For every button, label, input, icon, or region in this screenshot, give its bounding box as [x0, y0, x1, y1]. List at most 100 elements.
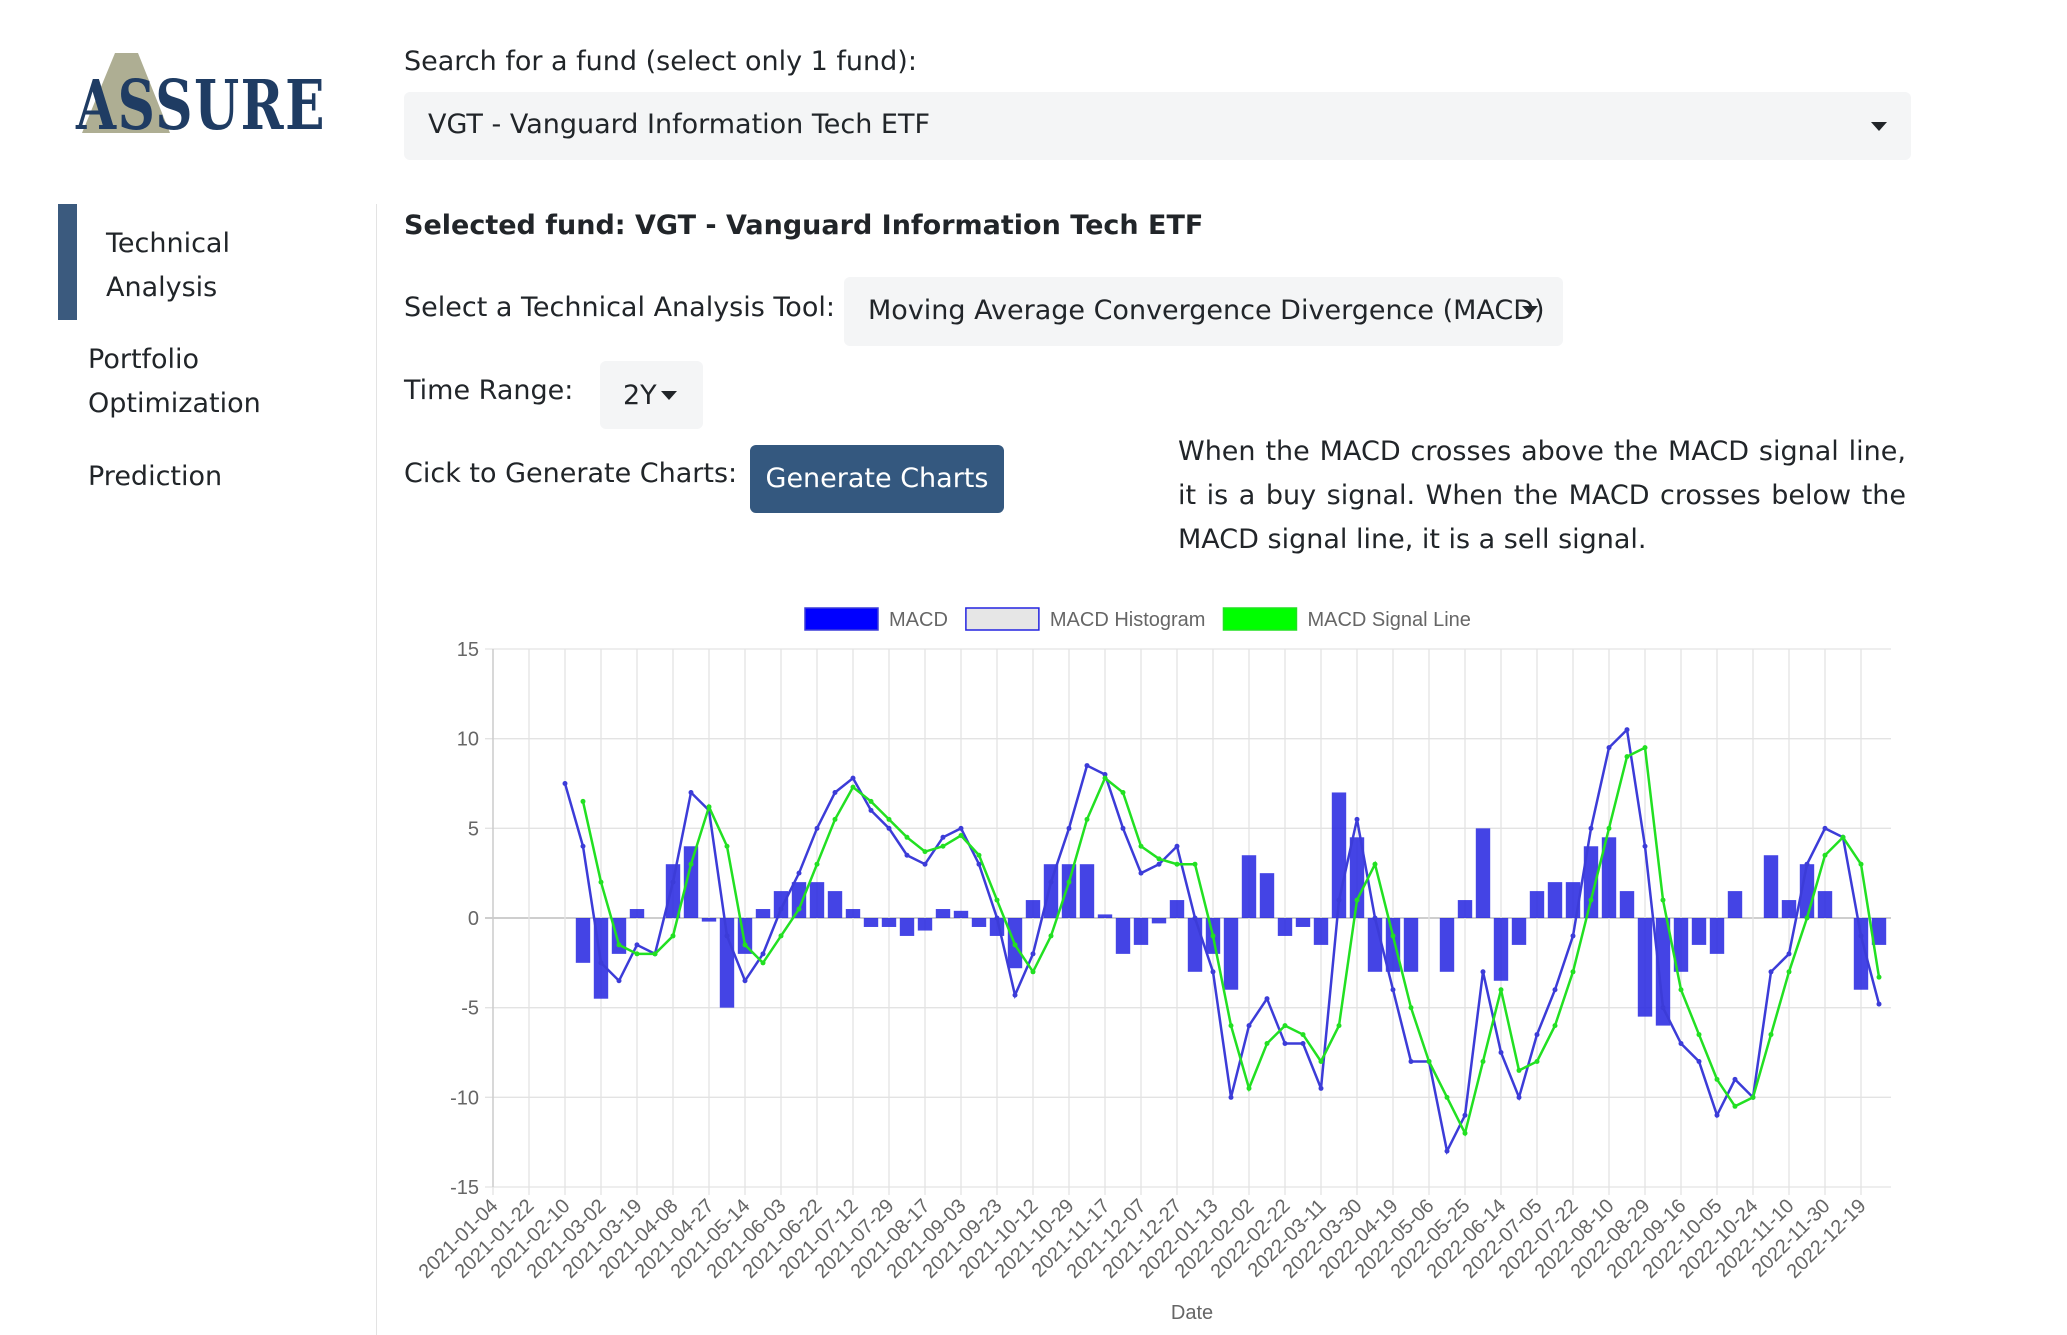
point [778, 933, 784, 939]
point [1696, 1058, 1702, 1064]
point [1408, 1058, 1414, 1064]
point [724, 933, 730, 939]
point [1048, 879, 1054, 885]
point [1372, 915, 1378, 921]
time-range-dropdown[interactable]: 2Y [600, 361, 703, 429]
histogram-bar [1853, 918, 1869, 990]
caret [661, 391, 677, 400]
histogram-bar [1385, 918, 1401, 972]
histogram-bar [1367, 918, 1383, 972]
histogram-bar [1295, 918, 1311, 927]
point [1822, 825, 1828, 831]
nav-item[interactable]: Prediction [88, 461, 223, 492]
point [1462, 1112, 1468, 1118]
histogram-bar [1601, 837, 1617, 918]
point [1444, 1094, 1450, 1100]
nav-item[interactable]: Technical Analysis [106, 228, 230, 303]
tool-dropdown[interactable]: Moving Average Convergence Divergence (M… [844, 277, 1563, 346]
point [1660, 897, 1666, 903]
histogram-bar [773, 891, 789, 918]
point [1354, 897, 1360, 903]
point [1336, 1023, 1342, 1029]
search-label: Search for a fund (select only 1 fund): [404, 46, 917, 77]
histogram-bar [971, 918, 987, 927]
point [1138, 870, 1144, 876]
point [1372, 861, 1378, 867]
point [994, 915, 1000, 921]
point [832, 789, 838, 795]
nav-item[interactable]: Portfolio Optimization [88, 344, 261, 419]
point [1858, 933, 1864, 939]
histogram-bar [1691, 918, 1707, 945]
histogram-bar [791, 882, 807, 918]
histogram-bar [1115, 918, 1131, 954]
histogram-bar [863, 918, 879, 927]
point [1210, 969, 1216, 975]
histogram-bar [1313, 918, 1329, 945]
legend-swatch [965, 607, 1040, 631]
point [1030, 969, 1036, 975]
point [616, 942, 622, 948]
point [1804, 915, 1810, 921]
histogram-bar [1637, 918, 1653, 1017]
histogram-bar [899, 918, 915, 936]
point [1768, 969, 1774, 975]
point [1246, 1023, 1252, 1029]
point [1498, 987, 1504, 993]
histogram-bar [1439, 918, 1455, 972]
generate-button[interactable]: Generate Charts [750, 445, 1004, 513]
y-tick-label: 0 [468, 908, 479, 930]
point [1084, 763, 1090, 769]
point [760, 960, 766, 966]
histogram-bar [1187, 918, 1203, 972]
point [940, 834, 946, 840]
point [1624, 754, 1630, 760]
point [796, 870, 802, 876]
description: When the MACD crosses above the MACD sig… [1178, 436, 1906, 555]
point [1246, 1085, 1252, 1091]
point [1156, 856, 1162, 862]
point [1732, 1076, 1738, 1082]
point [706, 804, 712, 810]
fund-dropdown[interactable]: VGT - Vanguard Information Tech ETF [404, 92, 1911, 160]
point [1570, 933, 1576, 939]
point [1804, 861, 1810, 867]
histogram-bar [1061, 864, 1077, 918]
histogram-bar [1079, 864, 1095, 918]
point [1516, 1067, 1522, 1073]
point [922, 849, 928, 855]
histogram-bar [1277, 918, 1293, 936]
point [1030, 951, 1036, 957]
histogram-bar [845, 909, 861, 918]
histogram-bar [719, 918, 735, 1008]
histogram-bar [809, 882, 825, 918]
x-axis-title: Date [1171, 1302, 1213, 1324]
point [1588, 825, 1594, 831]
logo: ASSURE [75, 53, 324, 145]
point [796, 906, 802, 912]
point [778, 906, 784, 912]
active-indicator [58, 204, 77, 320]
point [1714, 1076, 1720, 1082]
caret [1871, 122, 1887, 131]
selected-fund: Selected fund: VGT - Vanguard Informatio… [404, 210, 1204, 241]
point [1066, 879, 1072, 885]
point [688, 789, 694, 795]
point [1786, 951, 1792, 957]
point [1048, 933, 1054, 939]
point [904, 852, 910, 858]
point [1444, 1148, 1450, 1154]
point [1156, 861, 1162, 867]
point [598, 879, 604, 885]
point [742, 942, 748, 948]
y-tick-label: 5 [468, 818, 479, 840]
point [1876, 1001, 1882, 1007]
histogram-bar [827, 891, 843, 918]
point [652, 951, 658, 957]
point [1012, 942, 1018, 948]
point [868, 807, 874, 813]
point [1480, 969, 1486, 975]
point [1606, 745, 1612, 751]
legend-swatch [1222, 607, 1298, 631]
